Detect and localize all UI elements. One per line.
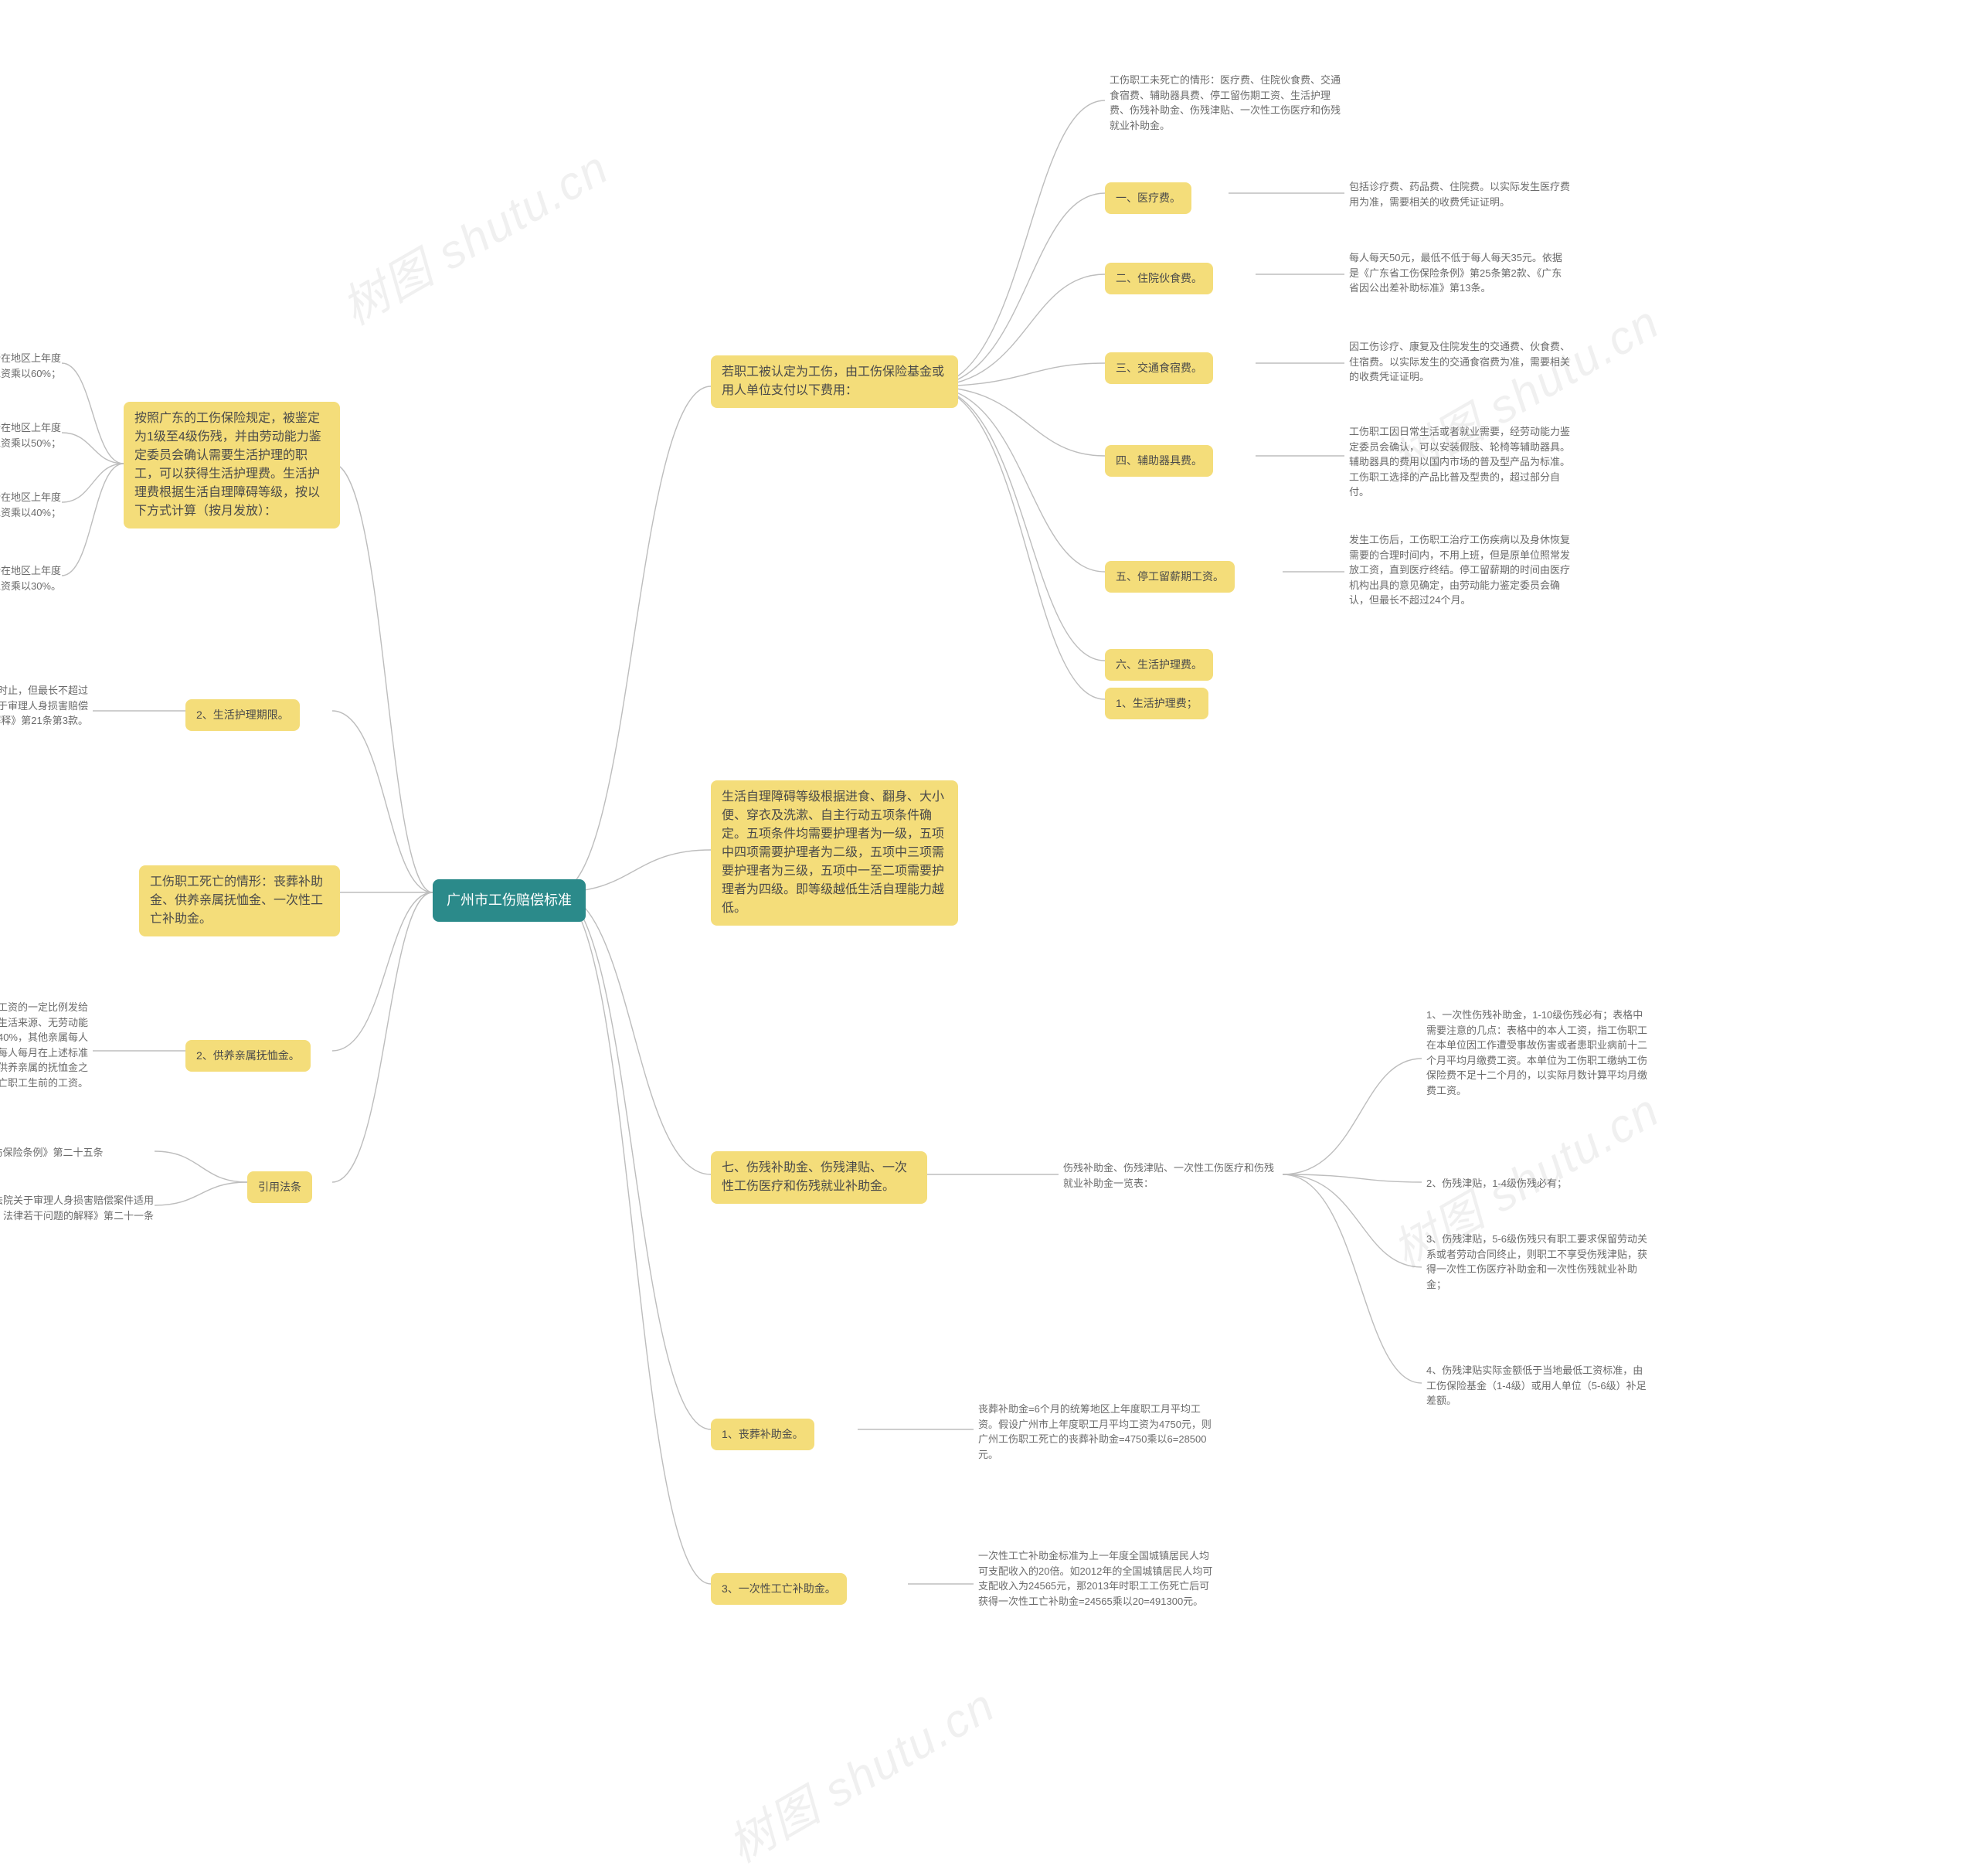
leaf-r3c: 3、伤残津贴，5-6级伤残只有职工要求保留劳动关系或者劳动合同终止，则职工不享受… [1422, 1229, 1653, 1295]
topic-l1[interactable]: 按照广东的工伤保险规定，被鉴定为1级至4级伤残，并由劳动能力鉴定委员会确认需要生… [124, 402, 340, 528]
topic-r2[interactable]: 生活自理障碍等级根据进食、翻身、大小便、穿衣及洗漱、自主行动五项条件确定。五项条… [711, 780, 958, 926]
leaf-r1a: 工伤职工未死亡的情形：医疗费、住院伙食费、交通食宿费、辅助器具费、停工留伤期工资… [1105, 70, 1352, 136]
leaf-l2: 至工伤职工恢复生活自理能力时止，但最长不超过20年。参照《最高人民法院关于审理人… [0, 680, 93, 732]
sub-l2[interactable]: 2、生活护理期限。 [185, 699, 300, 731]
topic-r1[interactable]: 若职工被认定为工伤，由工伤保险基金或用人单位支付以下费用： [711, 355, 958, 408]
leaf-r3d: 4、伤残津贴实际金额低于当地最低工资标准，由工伤保险基金（1-4级）或用人单位（… [1422, 1360, 1653, 1412]
leaf-r3a: 1、一次性伤残补助金，1-10级伤残必有；表格中需要注意的几点：表格中的本人工资… [1422, 1004, 1653, 1101]
leaf-r4: 丧葬补助金=6个月的统筹地区上年度职工月平均工资。假设广州市上年度职工月平均工资… [974, 1399, 1221, 1465]
leaf-l1a: （1）生活自理障碍一级=职工所在地区上年度职工月平均工资乘以60%； [0, 348, 66, 384]
leaf-r3b: 2、伤残津贴，1-4级伤残必有； [1422, 1173, 1572, 1195]
leaf-r1c: 每人每天50元，最低不低于每人每天35元。依据是《广东省工伤保险条例》第25条第… [1344, 247, 1576, 299]
sub-r1g[interactable]: 六、生活护理费。 [1105, 649, 1213, 681]
leaf-r1b: 包括诊疗费、药品费、住院费。以实际发生医疗费用为准，需要相关的收费凭证证明。 [1344, 176, 1576, 212]
leaf-l1b: （2）生活自理障碍二级=职工所在地区上年度职工月平均工资乘以50%； [0, 417, 66, 454]
leaf-r3-detail: 伤残补助金、伤残津贴、一次性工伤医疗和伤残就业补助金一览表： [1059, 1157, 1283, 1194]
sub-r1c[interactable]: 二、住院伙食费。 [1105, 263, 1213, 294]
sub-r1d[interactable]: 三、交通食宿费。 [1105, 352, 1213, 384]
leaf-l1c: （3）生活自理障碍三级=职工所在地区上年度职工月平均工资乘以40%； [0, 487, 66, 523]
leaf-r1e: 工伤职工因日常生活或者就业需要，经劳动能力鉴定委员会确认，可以安装假肢、轮椅等辅… [1344, 421, 1576, 503]
sub-r5[interactable]: 3、一次性工亡补助金。 [711, 1573, 847, 1605]
root-node[interactable]: 广州市工伤赔偿标准 [433, 879, 586, 922]
sub-r1f[interactable]: 五、停工留薪期工资。 [1105, 561, 1235, 593]
sub-r1b[interactable]: 一、医疗费。 [1105, 182, 1191, 214]
sub-l4[interactable]: 2、供养亲属抚恤金。 [185, 1040, 311, 1072]
leaf-l5b: [2]《最高人民法院关于审理人身损害赔偿案件适用法律若干问题的解释》第二十一条 [0, 1190, 158, 1226]
leaf-l4: 供养亲属抚恤金按照职工本人工资的一定比例发给由因工死亡职工生前提供主要生活来源、… [0, 997, 93, 1093]
leaf-r1d: 因工伤诊疗、康复及住院发生的交通费、伙食费、住宿费。以实际发生的交通食宿费为准，… [1344, 336, 1576, 388]
watermark: 树图 shutu.cn [714, 1668, 1005, 1875]
watermark: 树图 shutu.cn [328, 131, 619, 338]
leaf-r1f: 发生工伤后，工伤职工治疗工伤疾病以及身休恢复需要的合理时间内，不用上班，但是原单… [1344, 529, 1576, 611]
sub-l5[interactable]: 引用法条 [247, 1171, 312, 1203]
topic-r3[interactable]: 七、伤残补助金、伤残津贴、一次性工伤医疗和伤残就业补助金。 [711, 1151, 927, 1204]
sub-r4[interactable]: 1、丧葬补助金。 [711, 1419, 814, 1450]
sub-r1h[interactable]: 1、生活护理费； [1105, 688, 1208, 719]
leaf-l5a: [1]《广东省工伤保险条例》第二十五条 [0, 1142, 107, 1164]
leaf-l1d: （4）生活自理障碍四级=职工所在地区上年度职工月平均工资乘以30%。 [0, 560, 66, 596]
topic-l3[interactable]: 工伤职工死亡的情形：丧葬补助金、供养亲属抚恤金、一次性工亡补助金。 [139, 865, 340, 936]
leaf-r5: 一次性工亡补助金标准为上一年度全国城镇居民人均可支配收入的20倍。如2012年的… [974, 1545, 1221, 1612]
sub-r1e[interactable]: 四、辅助器具费。 [1105, 445, 1213, 477]
